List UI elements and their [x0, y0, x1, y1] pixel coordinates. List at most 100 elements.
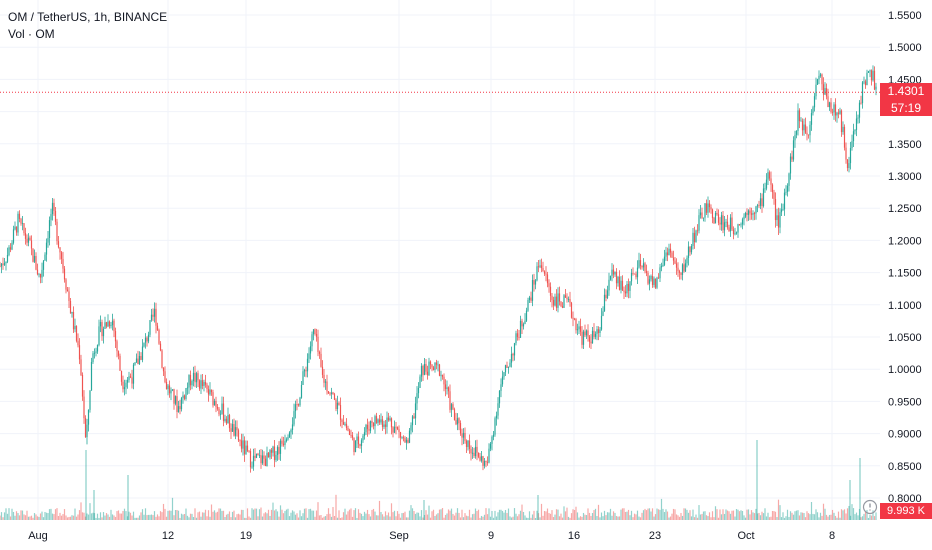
chart-legend: OM / TetherUS, 1h, BINANCE Vol · OM — [8, 9, 167, 43]
candle-body — [198, 380, 201, 389]
symbol-title[interactable]: OM / TetherUS, 1h, BINANCE — [8, 10, 168, 24]
volume-bar — [702, 511, 705, 520]
volume-bar — [380, 512, 382, 520]
volume-bar — [705, 515, 708, 520]
candle-body — [588, 336, 591, 342]
settings-gear-icon[interactable] — [862, 499, 878, 515]
volume-bar — [810, 502, 813, 520]
volume-bar — [669, 516, 672, 520]
candle-body — [423, 363, 426, 375]
candle-body — [297, 404, 300, 406]
candle-body — [326, 381, 328, 392]
candle-body — [179, 406, 181, 410]
volume-bar — [698, 505, 700, 520]
candle-body — [5, 261, 7, 264]
volume-bar — [740, 510, 742, 520]
candle-body — [654, 278, 657, 288]
volume-bar — [12, 511, 15, 520]
candle-body — [302, 371, 304, 385]
volume-bar — [831, 509, 834, 520]
candle-body — [750, 213, 753, 215]
candle-body — [689, 246, 691, 253]
candle-body — [707, 203, 709, 213]
volume-bar — [480, 515, 483, 520]
candle-body — [810, 113, 813, 125]
candle-body — [630, 272, 633, 282]
volume-bar — [294, 514, 297, 520]
candle-body — [479, 456, 481, 461]
candle-body — [353, 437, 355, 453]
candle-body — [714, 212, 717, 224]
volume-bar — [450, 508, 453, 520]
candle-body — [642, 263, 645, 268]
volume-bar — [807, 513, 810, 520]
volume-bar — [300, 516, 303, 520]
volume-bar — [444, 514, 447, 520]
volume-bar — [476, 511, 478, 520]
candle-body — [606, 290, 609, 298]
volume-bar — [872, 510, 874, 520]
candle-body — [425, 363, 427, 372]
candle-body — [84, 418, 87, 438]
volume-bar — [584, 514, 586, 520]
volume-bar — [602, 516, 604, 520]
volume-bar — [408, 510, 411, 520]
volume-bar — [15, 511, 18, 520]
candle-body — [647, 272, 649, 284]
volume-bar — [41, 511, 43, 520]
candle-body — [792, 140, 795, 160]
volume-bar — [420, 510, 423, 520]
candle-body — [0, 266, 1, 267]
volume-bar — [839, 517, 841, 520]
candle-body — [737, 224, 739, 233]
candle-body — [575, 318, 577, 331]
candle-body — [638, 260, 640, 268]
volume-bar — [552, 517, 555, 520]
volume-bar — [152, 515, 154, 520]
candle-body — [335, 399, 337, 409]
candle-body — [780, 209, 783, 213]
candle-body — [212, 392, 214, 406]
candle-body — [252, 455, 255, 467]
volume-bar — [117, 510, 120, 520]
volume-bar — [608, 512, 610, 520]
volume-bar — [618, 516, 621, 520]
candle-body — [54, 210, 57, 222]
volume-bar — [8, 508, 10, 520]
candle-body — [240, 440, 243, 449]
volume-bar — [539, 517, 541, 520]
volume-bar — [738, 511, 741, 520]
candle-body — [557, 293, 559, 308]
volume-bar — [495, 516, 498, 520]
volume-bar — [123, 508, 126, 520]
candle-body — [653, 278, 655, 285]
candle-body — [126, 379, 129, 383]
volume-bar — [836, 517, 838, 520]
candle-body — [503, 372, 505, 377]
volume-bar — [122, 510, 124, 520]
volume-bar — [720, 514, 723, 520]
volume-bar — [630, 510, 633, 520]
candle-body — [14, 226, 16, 230]
volume-bar — [327, 508, 330, 520]
volume-bar — [98, 517, 100, 520]
candle-body — [788, 173, 790, 186]
volume-bar — [75, 516, 78, 520]
y-tick-label: 1.3000 — [888, 171, 922, 183]
volume-bar — [759, 515, 762, 520]
volume-spike — [537, 495, 539, 520]
candle-body — [152, 314, 154, 317]
candle-body — [315, 333, 318, 337]
candle-body — [570, 302, 573, 318]
volume-bar — [26, 510, 28, 520]
candle-body — [204, 382, 207, 385]
candle-body — [656, 277, 658, 288]
candle-body — [428, 361, 430, 376]
volume-bar — [9, 516, 12, 520]
candle-body — [465, 440, 468, 447]
candle-body — [758, 205, 760, 207]
time-axis[interactable]: Aug 12 19 Sep 9 16 23 Oct 8 — [28, 530, 835, 542]
candle-body — [587, 330, 589, 337]
volume-bar — [11, 508, 13, 520]
